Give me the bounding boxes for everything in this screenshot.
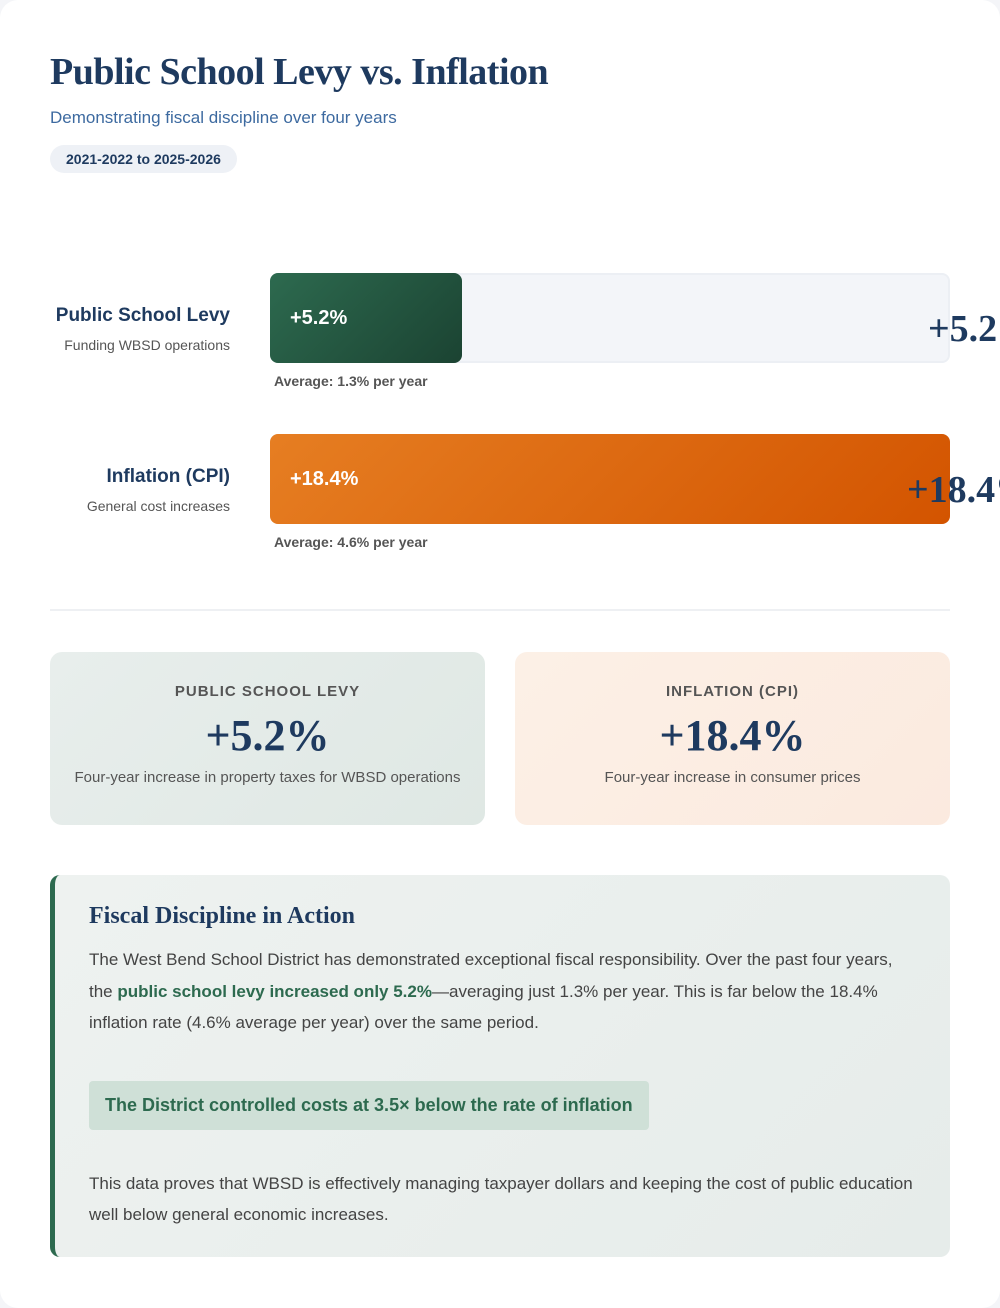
divider (50, 609, 950, 611)
callout: Fiscal Discipline in Action The West Ben… (50, 875, 950, 1257)
cpi-card: INFLATION (CPI) +18.4% Four-year increas… (515, 652, 950, 825)
average-note: Average: 1.3% per year (274, 373, 428, 389)
average-note: Average: 4.6% per year (274, 534, 428, 550)
card-label: PUBLIC SCHOOL LEVY (174, 683, 361, 700)
category-subtitle: Funding WBSD operations (64, 337, 230, 353)
category-label: Inflation (CPI) (106, 466, 230, 487)
date-badge: 2021-2022 to 2025-2026 (50, 145, 237, 173)
card-value: +18.4% (659, 711, 806, 760)
bar (270, 434, 950, 524)
card-text: Four-year increase in property taxes for… (74, 769, 461, 786)
card-value: +5.2% (205, 711, 330, 760)
text: The West Bend School District has demons… (89, 950, 893, 1001)
overflow-value-label: +5.2% (928, 308, 1000, 350)
callout-title: Fiscal Discipline in Action (89, 903, 356, 929)
category-subtitle: General cost increases (86, 498, 230, 514)
text: —averaging just 1.3% per year. This is f… (89, 981, 878, 1033)
value-label: +18.4% (290, 468, 359, 490)
category-label: Public School Levy (55, 305, 230, 326)
emphasis: public school levy increased only 5.2% (117, 981, 432, 1001)
card-text: Four-year increase in consumer prices (604, 769, 861, 786)
title: Public School Levy vs. Inflation (50, 51, 549, 93)
paragraph: This data proves that WBSD is effectivel… (89, 1173, 913, 1225)
overflow-value-label: +18.4% (907, 469, 1000, 511)
highlight: The District controlled costs at 3.5× be… (89, 1080, 649, 1130)
value-label: +5.2% (290, 307, 348, 329)
levy-card: PUBLIC SCHOOL LEVY +5.2% Four-year incre… (50, 652, 485, 825)
subtitle: Demonstrating fiscal discipline over fou… (50, 108, 397, 127)
paragraph: The West Bend School District has demons… (89, 944, 916, 1039)
card-label: INFLATION (CPI) (665, 683, 800, 700)
bar (270, 273, 463, 363)
